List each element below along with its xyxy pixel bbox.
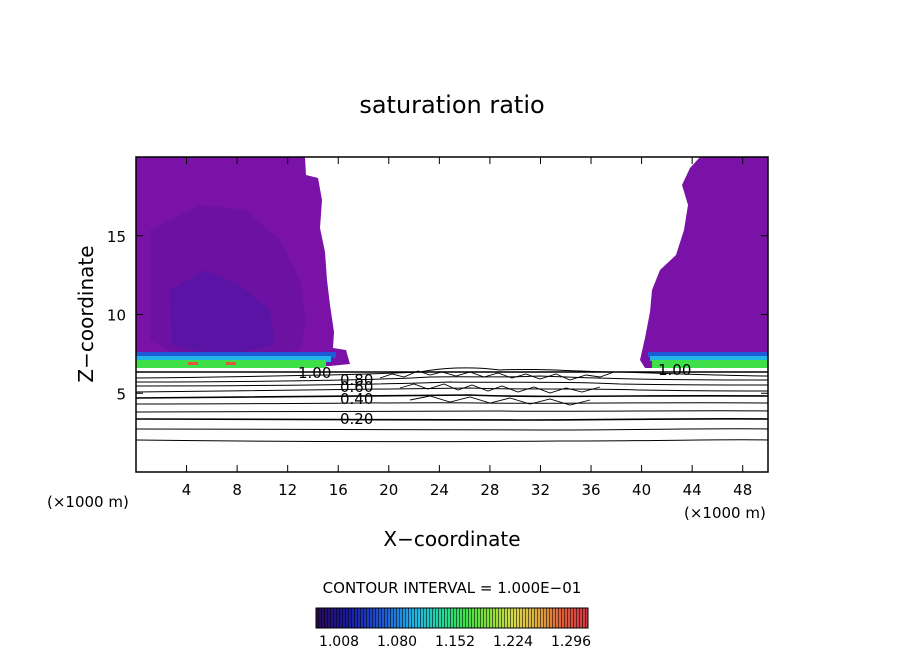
right-cloud-base-blue [648,352,768,357]
contour-0-90 [136,367,768,379]
right-cloud-base-cyan [650,356,768,361]
contour-label: 0.60 [340,378,373,396]
x-axis-unit: (×1000 m) [684,504,766,522]
x-tick-label: 48 [733,481,752,499]
y-axis-unit: (×1000 m) [47,493,129,511]
contour-0-15 [136,428,768,431]
colorbar-tick-label: 1.080 [377,634,417,650]
y-tick-label: 15 [107,228,126,246]
x-tick-label: 44 [683,481,702,499]
contour-jagged-3 [409,395,591,406]
x-tick-label: 36 [581,481,600,499]
chart-title: saturation ratio [359,91,544,119]
colorbar-tick-labels: 1.008 1.080 1.152 1.224 1.296 [319,634,591,650]
contour-0-50 [136,394,768,399]
contour-0-10 [136,439,768,443]
left-cloud-hotspot-2 [226,362,236,365]
contour-label: 1.00 [298,364,331,382]
contour-interval-label: CONTOUR INTERVAL = 1.000E−01 [323,579,582,597]
left-cloud-base-cyan [136,356,331,362]
y-tick-label: 10 [107,307,126,325]
contour-0-40 [136,402,768,405]
y-axis-ticks: 5 10 15 [107,228,768,403]
contour-label: 0.40 [340,390,373,408]
x-tick-label: 16 [329,481,348,499]
x-tick-label: 12 [278,481,297,499]
contour-labels: 1.00 0.80 0.60 0.40 0.20 1.00 [298,361,691,428]
contour-label: 0.20 [340,410,373,428]
colorbar [315,607,589,629]
contour-label: 0.80 [340,371,373,389]
contour-0-70 [136,381,768,387]
right-cloud-region [640,157,768,368]
colorbar-tick-label: 1.152 [435,634,475,650]
right-cloud-base-green [652,360,768,368]
x-axis-ticks: 4 8 12 16 20 24 28 32 36 40 44 48 [182,157,752,499]
contour-lines [136,367,768,443]
x-tick-label: 8 [232,481,242,499]
left-cloud-base-blue [136,352,336,358]
colorbar-stripes [316,608,588,628]
colorbar-frame [315,607,589,629]
contour-0-20 [136,417,768,421]
left-cloud-hotspot-1 [188,362,198,365]
contour-jagged-2 [399,383,601,394]
x-tick-label: 28 [480,481,499,499]
x-tick-label: 4 [182,481,192,499]
contour-0-30 [136,410,768,413]
colorbar-tick-label: 1.224 [493,634,533,650]
colorbar-tick-label: 1.008 [319,634,359,650]
contour-label: 1.00 [658,361,691,379]
y-tick-label: 5 [116,385,126,403]
plot-field [136,157,768,472]
y-axis-title: Z−coordinate [74,245,98,382]
x-tick-label: 24 [430,481,449,499]
colorbar-tick-label: 1.296 [551,634,591,650]
contour-0-80 [136,375,768,383]
left-cloud-core [170,270,275,352]
x-tick-label: 20 [379,481,398,499]
x-tick-label: 40 [632,481,651,499]
contour-jagged-1 [379,370,615,381]
x-axis-title: X−coordinate [383,527,520,551]
x-tick-label: 32 [531,481,550,499]
